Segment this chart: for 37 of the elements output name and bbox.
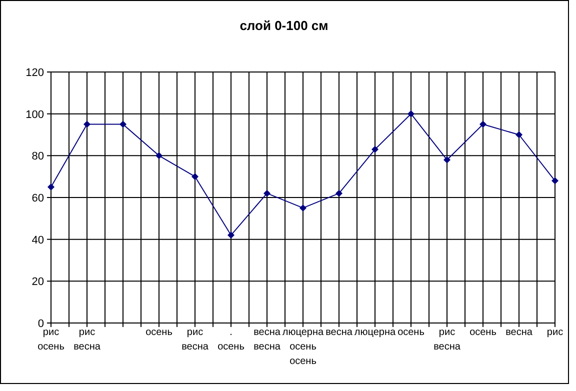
point bbox=[120, 120, 126, 128]
point bbox=[336, 190, 342, 197]
y-tick-label: 100 bbox=[26, 108, 44, 121]
point bbox=[408, 110, 414, 118]
y-tick-label: 0 bbox=[38, 318, 44, 330]
x-tick-label: весна весна bbox=[254, 327, 281, 352]
x-tick-label: рис весна bbox=[182, 327, 209, 352]
x-tick-label: люцерна осень осень bbox=[282, 327, 324, 367]
x-tick-label: весна bbox=[326, 327, 353, 338]
point bbox=[156, 152, 162, 160]
point bbox=[372, 146, 378, 153]
point bbox=[48, 184, 54, 191]
y-tick-label: 120 bbox=[26, 67, 44, 79]
x-tick-label: осень bbox=[146, 327, 172, 338]
point bbox=[300, 204, 306, 212]
y-tick-label: 20 bbox=[32, 276, 44, 288]
y-tick-label: 60 bbox=[32, 192, 44, 204]
point bbox=[444, 156, 450, 164]
x-tick-label: осень bbox=[470, 327, 496, 338]
x-tick-label: рис осень bbox=[38, 327, 64, 352]
x-tick-label: весна bbox=[506, 327, 533, 338]
point bbox=[264, 190, 270, 197]
x-tick-label: осень bbox=[398, 327, 424, 338]
x-tick-label: люцерна bbox=[354, 327, 396, 338]
point bbox=[228, 232, 234, 239]
x-tick-label: рис bbox=[546, 327, 564, 338]
point bbox=[84, 120, 90, 128]
x-tick-label: . осень bbox=[218, 327, 244, 352]
x-tick-label: рис весна bbox=[434, 327, 461, 352]
y-tick-label: 80 bbox=[32, 150, 44, 163]
x-tick-label: рис весна bbox=[74, 327, 101, 352]
point bbox=[480, 120, 486, 128]
point bbox=[552, 177, 558, 184]
point bbox=[516, 131, 522, 138]
chart-title: слой 0-100 см bbox=[240, 18, 328, 33]
y-tick-label: 40 bbox=[32, 234, 44, 246]
point bbox=[192, 173, 198, 180]
